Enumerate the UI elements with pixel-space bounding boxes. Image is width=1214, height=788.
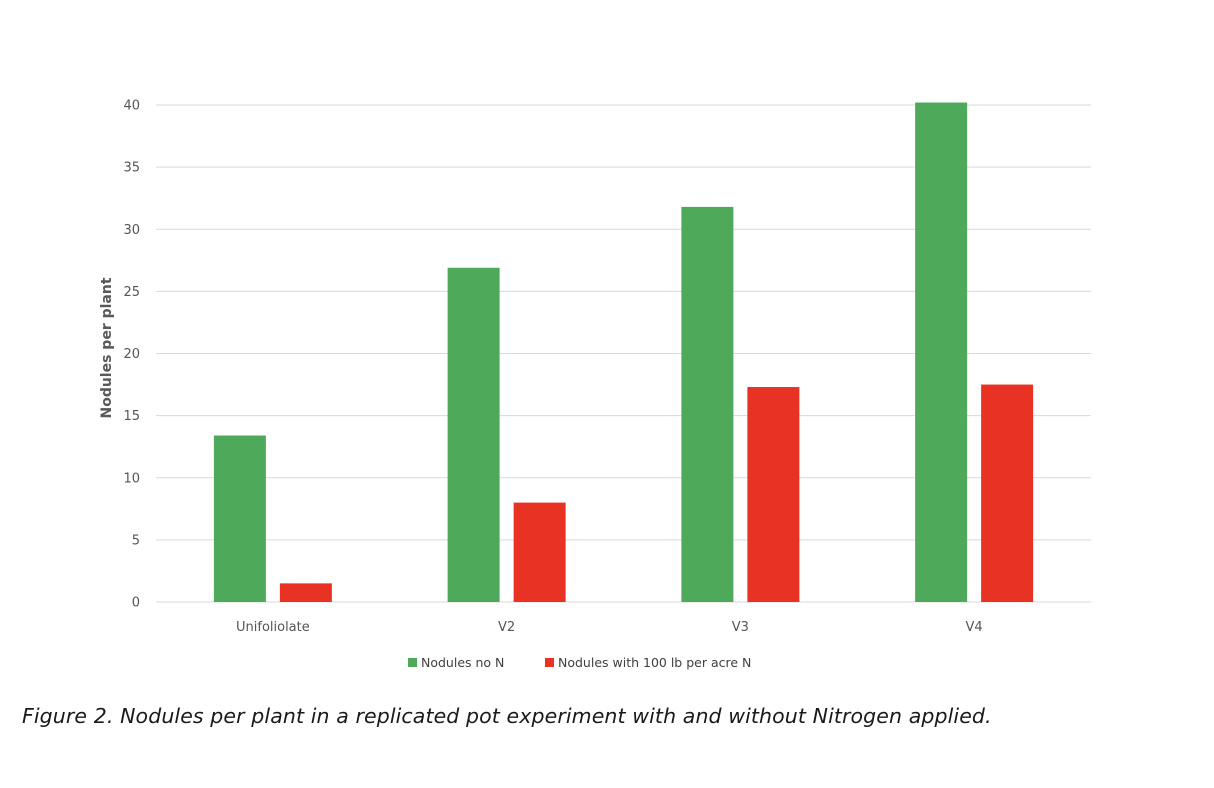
bars xyxy=(213,102,1034,602)
y-axis-title: Nodules per plant xyxy=(99,277,115,418)
x-axis-tick-labels: Unifoliolate V2 V3 V4 xyxy=(236,620,983,635)
legend: Nodules no N Nodules with 100 lb per acre… xyxy=(408,655,751,670)
gridlines xyxy=(156,104,1091,603)
bar-with-n-v3 xyxy=(747,387,800,602)
y-tick-label: 15 xyxy=(123,409,140,424)
legend-swatch xyxy=(408,658,417,667)
bar-no-n-unifoliolate xyxy=(213,435,266,602)
bar-no-n-v2 xyxy=(447,267,500,602)
legend-label: Nodules no N xyxy=(421,655,504,670)
y-tick-label: 30 xyxy=(123,223,140,238)
y-axis-tick-labels: 0 5 10 15 20 25 30 35 40 xyxy=(123,99,140,611)
x-tick-label: Unifoliolate xyxy=(236,620,310,635)
legend-label: Nodules with 100 lb per acre N xyxy=(558,655,751,670)
y-tick-label: 40 xyxy=(123,99,140,114)
bar-with-n-unifoliolate xyxy=(279,583,332,602)
y-tick-label: 20 xyxy=(123,347,140,362)
y-tick-label: 0 xyxy=(132,596,140,611)
bar-with-n-v4 xyxy=(981,384,1034,602)
y-tick-label: 5 xyxy=(132,533,140,548)
legend-swatch xyxy=(545,658,554,667)
bar-no-n-v4 xyxy=(915,102,968,602)
x-tick-label: V4 xyxy=(966,620,983,635)
y-tick-label: 25 xyxy=(123,285,140,300)
figure-caption: Figure 2. Nodules per plant in a replica… xyxy=(22,704,992,728)
y-tick-label: 35 xyxy=(123,161,140,176)
bar-no-n-v3 xyxy=(681,206,734,602)
bar-with-n-v2 xyxy=(513,502,566,602)
x-tick-label: V3 xyxy=(732,620,749,635)
y-tick-label: 10 xyxy=(123,471,140,486)
x-tick-label: V2 xyxy=(498,620,515,635)
